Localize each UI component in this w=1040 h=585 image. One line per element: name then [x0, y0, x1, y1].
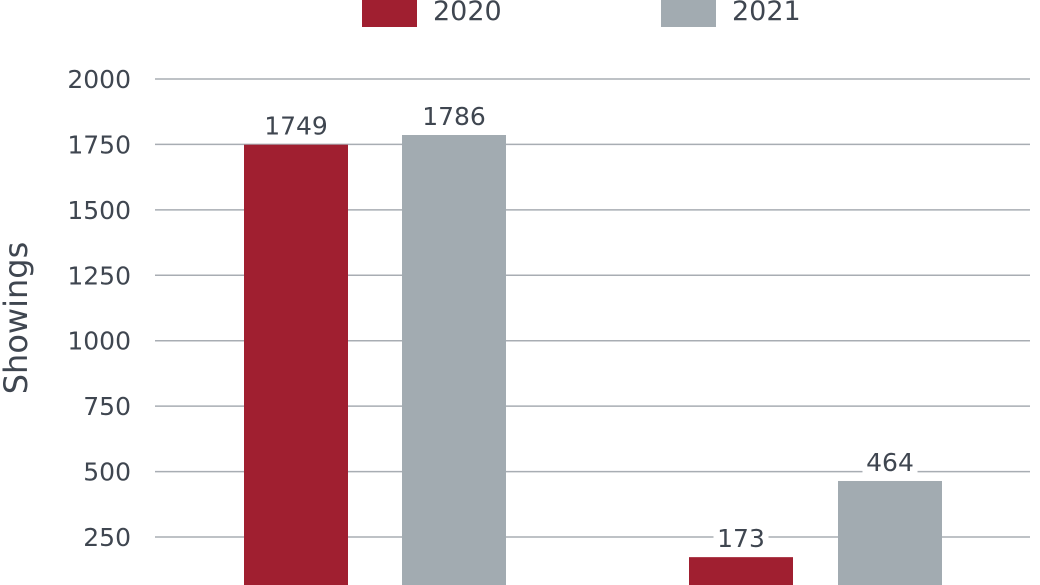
legend-label-2021: 2021	[732, 0, 801, 27]
y-tick-label: 1250	[67, 261, 131, 290]
y-tick-label: 250	[83, 523, 131, 552]
chart-legend: 2020 2021	[0, 0, 1040, 30]
bar-2021-0	[402, 135, 506, 585]
bar-2020-1	[689, 557, 793, 585]
y-tick-label: 1500	[67, 196, 131, 225]
data-label-2020-1: 173	[717, 524, 765, 553]
data-label-2021-1: 464	[866, 448, 914, 477]
legend-label-2020: 2020	[433, 0, 502, 27]
y-tick-label: 1750	[67, 130, 131, 159]
bar-2020-0	[244, 144, 348, 585]
data-label-bg	[261, 110, 331, 139]
legend-swatch-2020	[362, 0, 417, 27]
y-tick-label: 2000	[67, 65, 131, 94]
data-label-bg	[419, 101, 489, 130]
data-label-2021-0: 1786	[422, 102, 486, 131]
data-label-bg	[862, 446, 918, 475]
y-tick-label: 1000	[67, 327, 131, 356]
y-tick-label: 750	[83, 392, 131, 421]
bar-2021-1	[838, 480, 942, 585]
data-label-2020-0: 1749	[264, 112, 328, 141]
legend-item-2021: 2021	[661, 0, 801, 30]
y-tick-label: 500	[83, 458, 131, 487]
data-label-bg	[713, 523, 769, 552]
legend-item-2020: 2020	[362, 0, 502, 30]
legend-swatch-2021	[661, 0, 716, 27]
